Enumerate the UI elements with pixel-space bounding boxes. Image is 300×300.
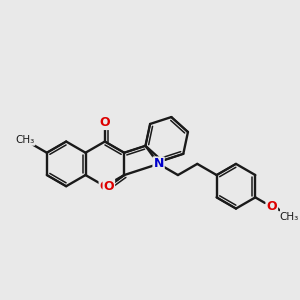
Text: O: O — [100, 180, 110, 193]
Text: O: O — [266, 200, 277, 213]
Text: CH₃: CH₃ — [15, 135, 34, 145]
Text: O: O — [103, 180, 114, 193]
Text: N: N — [153, 158, 164, 170]
Text: CH₃: CH₃ — [279, 212, 298, 222]
Text: O: O — [100, 116, 110, 129]
